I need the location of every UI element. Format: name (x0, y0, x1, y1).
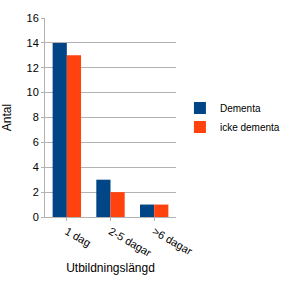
svg-text:Dementa: Dementa (220, 103, 261, 114)
svg-text:10: 10 (27, 86, 39, 98)
svg-text:2-5 dagar: 2-5 dagar (107, 225, 154, 259)
svg-text:0: 0 (33, 211, 39, 223)
svg-text:1 dag: 1 dag (63, 225, 93, 249)
svg-text:>6 dagar: >6 dagar (150, 225, 194, 257)
svg-text:2: 2 (33, 186, 39, 198)
svg-text:4: 4 (33, 161, 39, 173)
svg-text:Antal: Antal (0, 104, 14, 131)
svg-text:12: 12 (27, 62, 39, 74)
svg-text:icke dementa: icke dementa (220, 122, 280, 133)
svg-text:6: 6 (33, 136, 39, 148)
svg-text:14: 14 (27, 37, 39, 49)
svg-text:16: 16 (27, 12, 39, 24)
svg-text:Utbildningslängd: Utbildningslängd (66, 261, 155, 275)
svg-text:8: 8 (33, 111, 39, 123)
